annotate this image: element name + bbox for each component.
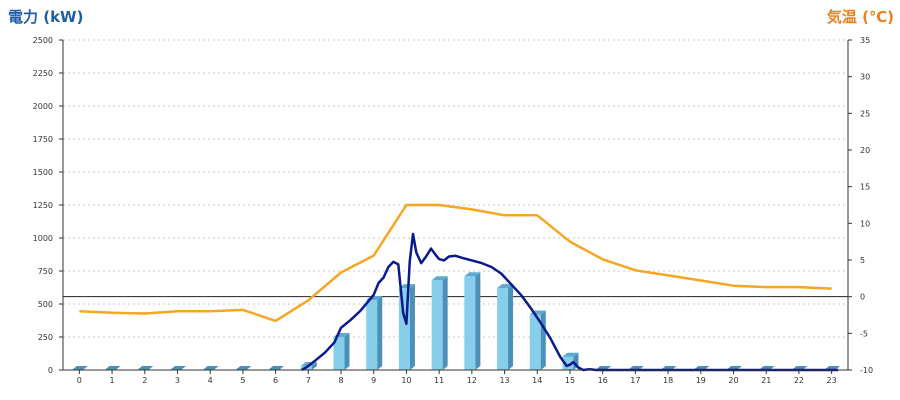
bar — [268, 366, 285, 370]
x-tick-label: 14 — [532, 376, 542, 385]
x-tick-label: 9 — [371, 376, 376, 385]
bar-side — [344, 333, 350, 370]
left-tick-label: 750 — [38, 267, 53, 276]
power-line — [301, 232, 839, 372]
left-tick-label: 1750 — [33, 135, 53, 144]
right-tick-label: -10 — [860, 366, 873, 375]
bar — [137, 366, 154, 370]
bar-top — [431, 276, 448, 281]
bar — [169, 366, 186, 370]
left-tick-label: 0 — [48, 366, 53, 375]
bar-top — [398, 284, 415, 289]
x-tick-label: 3 — [175, 376, 180, 385]
x-tick-label: 22 — [794, 376, 804, 385]
left-tick-label: 2500 — [33, 36, 53, 45]
right-tick-label: 30 — [860, 73, 870, 82]
bar-side — [442, 276, 448, 370]
bar-base — [268, 366, 285, 370]
bar-side — [377, 296, 383, 370]
bar-front — [431, 280, 443, 370]
bar — [497, 284, 514, 370]
bar-front — [366, 300, 378, 370]
bar-front — [333, 337, 345, 370]
bar-front — [529, 314, 541, 370]
right-tick-label: 5 — [860, 256, 865, 265]
x-tick-label: 23 — [827, 376, 837, 385]
left-tick-label: 1000 — [33, 234, 53, 243]
right-tick-label: 10 — [860, 219, 870, 228]
x-tick-label: 0 — [77, 376, 82, 385]
left-tick-label: 2250 — [33, 69, 53, 78]
right-axis-title: 気温 (℃) — [826, 8, 894, 26]
x-tick-label: 8 — [338, 376, 343, 385]
right-tick-label: 25 — [860, 109, 870, 118]
bar-base — [202, 366, 219, 370]
bar — [366, 296, 383, 370]
x-tick-label: 4 — [208, 376, 213, 385]
bar-front — [562, 356, 574, 370]
x-tick-label: 20 — [728, 376, 738, 385]
bar-side — [409, 284, 415, 370]
lines-layer — [79, 203, 839, 372]
x-tick-label: 1 — [110, 376, 115, 385]
bar — [431, 276, 448, 370]
bar-base — [104, 366, 121, 370]
x-tick-label: 18 — [663, 376, 673, 385]
bar-side — [475, 272, 481, 370]
x-tick-label: 5 — [240, 376, 245, 385]
grid-layer — [63, 39, 848, 338]
bar-base — [71, 366, 88, 370]
bar-side — [311, 362, 317, 370]
bars-layer — [71, 272, 841, 370]
temperature-line — [79, 203, 832, 323]
right-tick-label: 0 — [860, 293, 865, 302]
x-tick-label: 7 — [306, 376, 311, 385]
bar-base — [235, 366, 252, 370]
left-tick-label: 1500 — [33, 168, 53, 177]
bar-side — [540, 310, 546, 370]
left-tick-label: 250 — [38, 333, 53, 342]
right-tick-label: 35 — [860, 36, 870, 45]
right-tick-label: -5 — [860, 329, 868, 338]
x-tick-label: 15 — [565, 376, 575, 385]
bar-top — [497, 284, 514, 289]
bar-base — [169, 366, 186, 370]
bar-base — [137, 366, 154, 370]
bar — [104, 366, 121, 370]
bar — [464, 272, 481, 370]
x-tick-label: 13 — [499, 376, 509, 385]
x-tick-label: 10 — [401, 376, 411, 385]
x-tick-label: 2 — [142, 376, 147, 385]
bar-side — [508, 284, 514, 370]
bar — [71, 366, 88, 370]
bar-top — [464, 272, 481, 277]
x-tick-label: 21 — [761, 376, 771, 385]
left-tick-label: 500 — [38, 300, 53, 309]
bar-front — [398, 288, 410, 370]
x-tick-label: 12 — [467, 376, 477, 385]
bar-top — [562, 352, 579, 357]
x-tick-label: 16 — [598, 376, 608, 385]
right-tick-label: 20 — [860, 146, 870, 155]
left-tick-label: 2000 — [33, 102, 53, 111]
axes-layer: 02505007501000125015001750200022502500-1… — [33, 36, 873, 385]
x-tick-label: 6 — [273, 376, 278, 385]
x-tick-label: 17 — [630, 376, 640, 385]
x-tick-label: 11 — [434, 376, 444, 385]
bar-front — [497, 288, 509, 370]
bar-front — [464, 276, 476, 370]
left-tick-label: 1250 — [33, 201, 53, 210]
bar — [202, 366, 219, 370]
right-tick-label: 15 — [860, 183, 870, 192]
x-tick-label: 19 — [696, 376, 706, 385]
bar — [398, 284, 415, 370]
bar — [235, 366, 252, 370]
left-axis-title: 電力 (kW) — [8, 8, 84, 26]
